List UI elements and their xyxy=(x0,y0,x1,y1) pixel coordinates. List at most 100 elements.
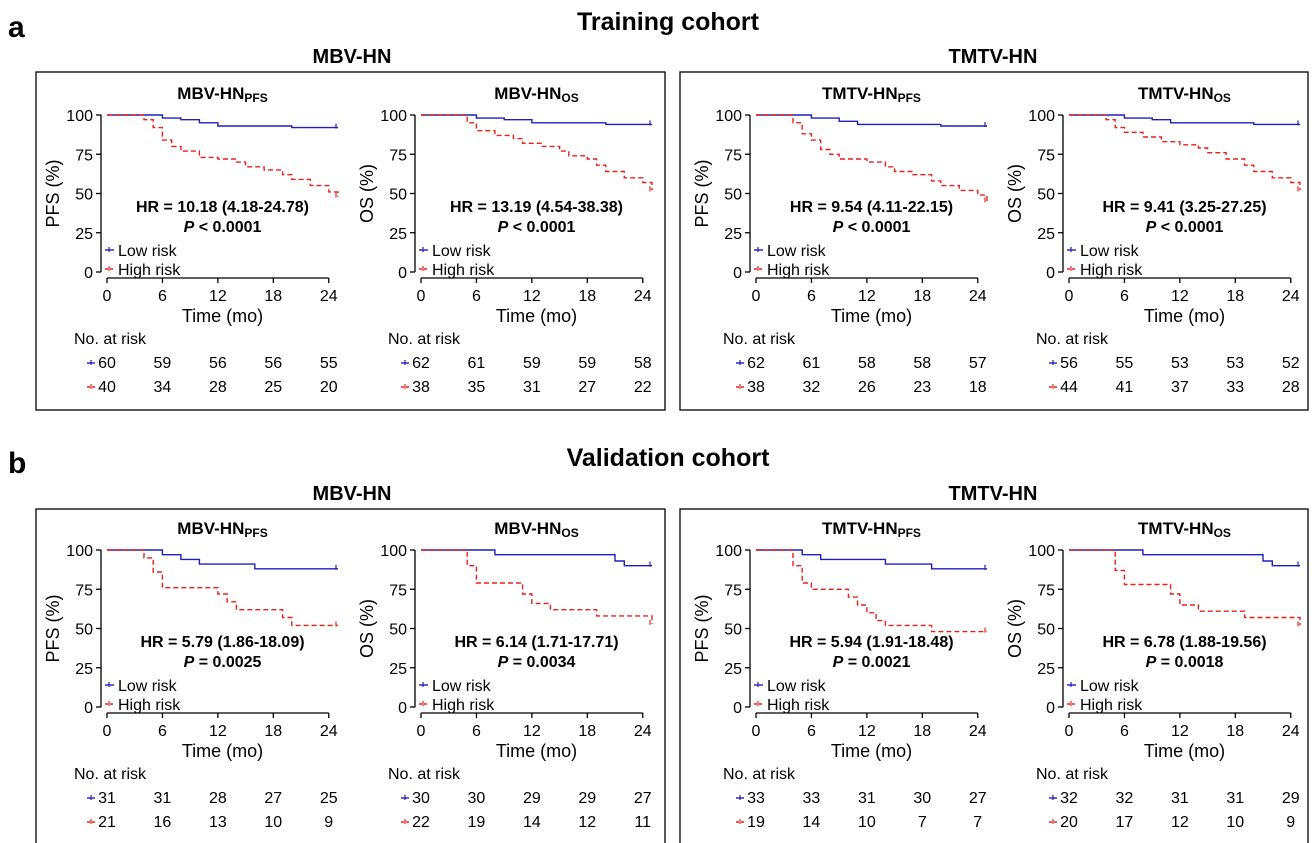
p-value-label: P < 0.0001 xyxy=(184,219,262,236)
risk-count-high: 27 xyxy=(578,379,596,396)
risk-count-low: 31 xyxy=(98,790,116,807)
y-tick-label: 100 xyxy=(380,543,407,560)
risk-count-low: 28 xyxy=(209,790,227,807)
y-axis-label: OS (%) xyxy=(1005,599,1025,658)
p-value-label: P < 0.0001 xyxy=(498,219,576,236)
p-symbol: P xyxy=(184,219,195,236)
risk-count-high: 16 xyxy=(154,814,172,831)
y-tick-label: 75 xyxy=(724,582,742,599)
risk-count-low: 58 xyxy=(634,355,652,372)
y-tick-label: 50 xyxy=(1037,622,1055,639)
y-tick-label: 25 xyxy=(1037,661,1055,678)
p-value: = 0.0021 xyxy=(843,654,910,671)
risk-count-low: 52 xyxy=(1282,355,1300,372)
risk-count-low: 53 xyxy=(1171,355,1189,372)
y-tick-label: 75 xyxy=(1037,582,1055,599)
hazard-ratio-label: HR = 9.54 (4.11-22.15) xyxy=(790,199,953,216)
risk-count-high: 9 xyxy=(324,814,333,831)
x-tick-label: 18 xyxy=(264,288,282,305)
legend-high-risk-label: High risk xyxy=(432,697,495,714)
legend-low-risk-label: Low risk xyxy=(1080,243,1140,260)
panel-title: MBV-HNOS xyxy=(494,84,578,105)
x-axis-label: Time (mo) xyxy=(496,306,577,326)
group-frame-training-tmtv xyxy=(679,71,1309,411)
x-tick-label: 12 xyxy=(523,723,541,740)
x-tick-label: 24 xyxy=(969,723,987,740)
y-tick-label: 50 xyxy=(724,187,742,204)
panel-title-main: MBV-HN xyxy=(494,519,561,538)
risk-count-high: 18 xyxy=(969,379,987,396)
group-title-validation-tmtv: TMTV-HN xyxy=(949,483,1038,505)
y-tick-label: 0 xyxy=(733,700,742,717)
panel-title-subscript: PFS xyxy=(898,526,921,540)
hazard-ratio-label: HR = 13.19 (4.54-38.38) xyxy=(450,199,623,216)
risk-count-high: 40 xyxy=(98,379,116,396)
x-tick-label: 24 xyxy=(1282,288,1300,305)
x-tick-label: 6 xyxy=(807,723,816,740)
panel-title: TMTV-HNPFS xyxy=(822,84,921,105)
y-tick-label: 0 xyxy=(84,265,93,282)
x-tick-label: 6 xyxy=(472,288,481,305)
x-tick-label: 0 xyxy=(752,723,761,740)
risk-count-low: 57 xyxy=(969,355,987,372)
low-risk-curve xyxy=(421,549,652,567)
x-tick-label: 24 xyxy=(634,288,652,305)
legend-high-risk-label: High risk xyxy=(432,262,495,279)
p-value: < 0.0001 xyxy=(843,219,910,236)
risk-count-low: 31 xyxy=(858,790,876,807)
x-tick-label: 18 xyxy=(578,288,596,305)
x-tick-label: 18 xyxy=(1226,723,1244,740)
p-value: = 0.0025 xyxy=(194,654,261,671)
panel-title-subscript: PFS xyxy=(898,91,921,105)
risk-count-high: 7 xyxy=(918,814,927,831)
y-axis-label: PFS (%) xyxy=(692,594,712,662)
y-tick-label: 50 xyxy=(75,622,93,639)
km-panel-validation-tmtv-os: TMTV-HNOS 0 25 50 75 100 0 6 12 18 24 Time (mo) OS (… xyxy=(1005,519,1301,831)
hazard-ratio-label: HR = 5.94 (1.91-18.48) xyxy=(789,634,953,651)
legend-low-risk-label: Low risk xyxy=(118,678,178,695)
low-risk-curve xyxy=(421,114,652,126)
risk-count-high: 19 xyxy=(747,814,765,831)
y-axis-label: OS (%) xyxy=(357,599,377,658)
section-title-validation: Validation cohort xyxy=(567,444,770,472)
risk-count-low: 30 xyxy=(412,790,430,807)
y-tick-label: 25 xyxy=(389,226,407,243)
panel-title: TMTV-HNOS xyxy=(1138,519,1231,540)
group-title-training-mbv: MBV-HN xyxy=(313,46,392,68)
hazard-ratio-label: HR = 5.79 (1.86-18.09) xyxy=(140,634,304,651)
legend-low-risk-label: Low risk xyxy=(432,678,492,695)
risk-count-low: 27 xyxy=(969,790,987,807)
y-tick-label: 0 xyxy=(1046,265,1055,282)
risk-count-low: 56 xyxy=(1060,355,1078,372)
x-axis-label: Time (mo) xyxy=(182,741,263,761)
low-risk-curve xyxy=(1069,549,1300,567)
risk-count-low: 29 xyxy=(523,790,541,807)
risk-count-high: 25 xyxy=(264,379,282,396)
group-title-training-tmtv: TMTV-HN xyxy=(949,46,1038,68)
legend-low-risk-label: Low risk xyxy=(767,243,827,260)
high-risk-curve xyxy=(1069,549,1301,626)
risk-count-high: 38 xyxy=(747,379,765,396)
km-panel-training-tmtv-os: TMTV-HNOS 0 25 50 75 100 0 6 12 18 24 Time (mo) OS (… xyxy=(1005,84,1301,396)
risk-count-high: 35 xyxy=(468,379,486,396)
risk-count-low: 56 xyxy=(264,355,282,372)
risk-count-high: 34 xyxy=(154,379,172,396)
panel-title: TMTV-HNPFS xyxy=(822,519,921,540)
x-tick-label: 18 xyxy=(1226,288,1244,305)
x-tick-label: 12 xyxy=(209,723,227,740)
y-tick-label: 100 xyxy=(715,543,742,560)
km-panel-validation-tmtv-pfs: TMTV-HNPFS 0 25 50 75 100 0 6 12 18 24 Time (mo) PFS… xyxy=(692,519,987,831)
p-value: = 0.0018 xyxy=(1156,654,1223,671)
panel-title-main: TMTV-HN xyxy=(1138,519,1214,538)
risk-count-high: 32 xyxy=(803,379,821,396)
section-letter-a: a xyxy=(8,11,25,44)
risk-table-title: No. at risk xyxy=(1036,331,1109,348)
y-tick-label: 0 xyxy=(733,265,742,282)
risk-table-title: No. at risk xyxy=(1036,766,1109,783)
risk-count-low: 58 xyxy=(858,355,876,372)
group-frame-validation-tmtv xyxy=(679,508,1309,843)
panel-title-main: TMTV-HN xyxy=(1138,84,1214,103)
x-tick-label: 6 xyxy=(472,723,481,740)
p-value: < 0.0001 xyxy=(508,219,575,236)
legend-high-risk-label: High risk xyxy=(118,697,181,714)
